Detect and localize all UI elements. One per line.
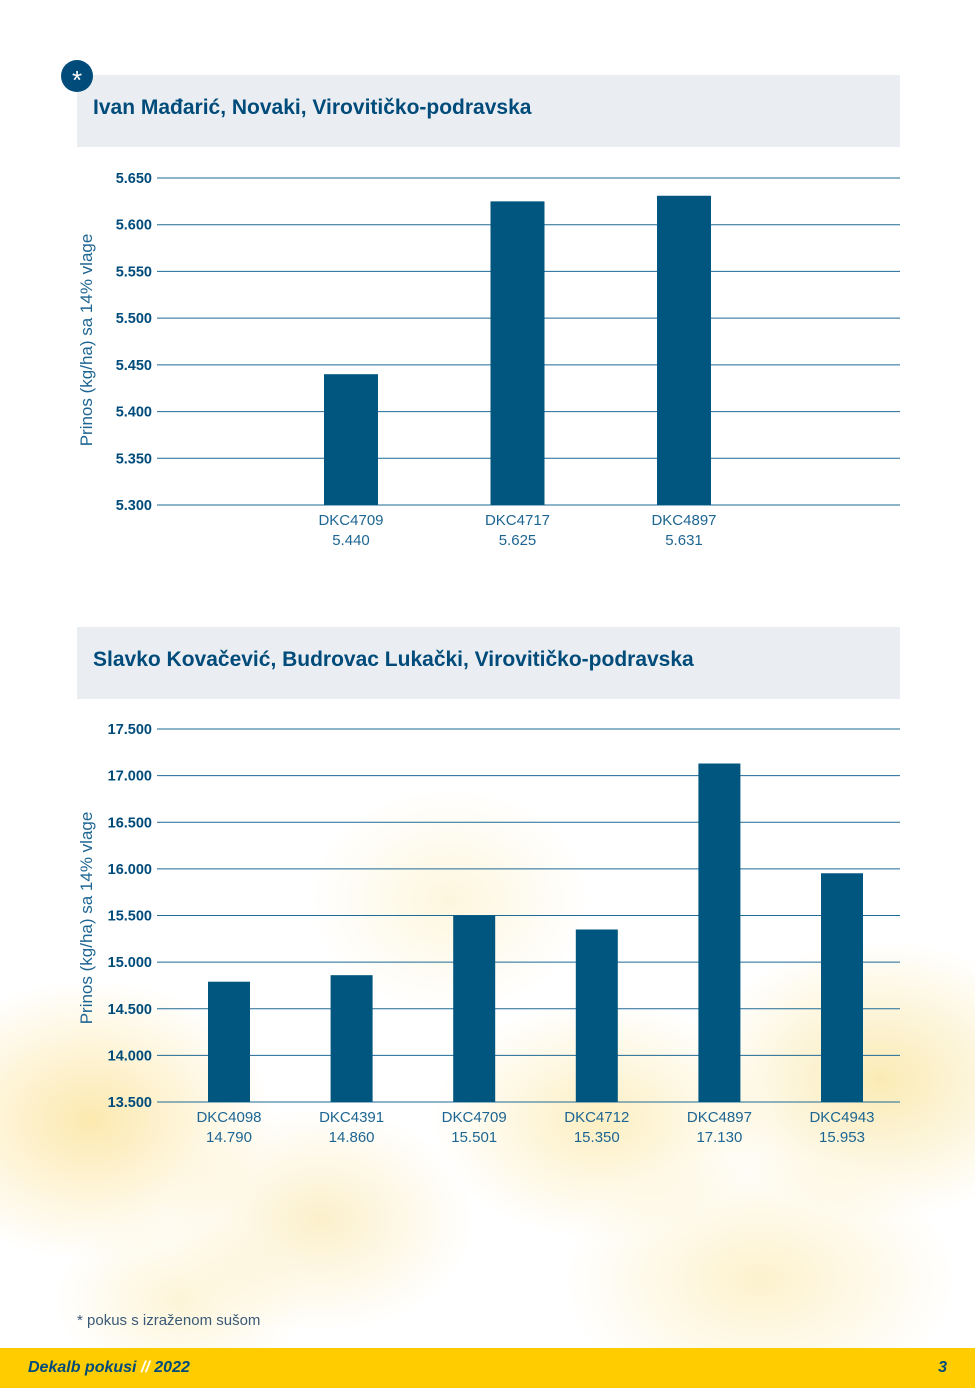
bar-dkc4897	[657, 195, 711, 505]
footnote: * pokus s izraženom sušom	[77, 1312, 261, 1329]
y-tick-label: 5.450	[116, 358, 152, 374]
bar-dkc4717	[490, 201, 545, 505]
y-tick-label: 15.500	[108, 909, 152, 925]
chart1-y-axis-label: Prinos (kg/ha) sa 14% vlage	[77, 234, 96, 447]
x-value-label: 5.440	[332, 532, 370, 549]
page-number: 3	[938, 1359, 947, 1376]
chart2: Prinos (kg/ha) sa 14% vlage 17.500 17.000…	[77, 722, 900, 1146]
y-tick-label: 5.650	[116, 171, 152, 187]
bar-dkc4391	[330, 975, 373, 1102]
footer-year: 2022	[154, 1359, 190, 1376]
y-tick-label: 15.000	[108, 955, 152, 971]
x-value-label: 5.631	[665, 532, 703, 549]
chart1-title: Ivan Mađarić, Novaki, Virovitičko-podrav…	[93, 96, 532, 119]
y-tick-label: 5.550	[116, 264, 152, 280]
x-category-label: DKC4897	[651, 512, 716, 529]
x-category-label: DKC4709	[318, 512, 383, 529]
y-tick-label: 14.500	[108, 1002, 152, 1018]
y-tick-label: 5.600	[116, 218, 152, 234]
chart2-header: Slavko Kovačević, Budrovac Lukački, Viro…	[77, 627, 900, 699]
y-tick-label: 5.300	[116, 498, 152, 514]
chart1: Prinos (kg/ha) sa 14% vlage 5.650 5.600 5.…	[77, 171, 900, 549]
y-tick-label: 5.400	[116, 405, 152, 421]
x-category-label: DKC4709	[442, 1109, 507, 1126]
chart1-header: Ivan Mađarić, Novaki, Virovitičko-podrav…	[77, 75, 900, 147]
y-tick-label: 14.000	[108, 1048, 152, 1064]
x-value-label: 17.130	[696, 1129, 742, 1146]
bar-dkc4709	[324, 374, 378, 505]
x-value-label: 15.953	[819, 1129, 865, 1146]
x-category-label: DKC4391	[319, 1109, 384, 1126]
drought-badge: *	[61, 60, 93, 95]
x-value-label: 14.790	[206, 1129, 252, 1146]
y-tick-label: 17.000	[108, 769, 152, 785]
x-value-label: 15.350	[574, 1129, 620, 1146]
x-value-label: 14.860	[329, 1129, 375, 1146]
x-category-label: DKC4943	[809, 1109, 874, 1126]
bar-dkc4897	[698, 763, 741, 1102]
bar-dkc4943	[821, 873, 863, 1102]
y-tick-label: 16.500	[108, 815, 152, 831]
y-tick-label: 13.500	[108, 1095, 152, 1111]
x-category-label: DKC4712	[564, 1109, 629, 1126]
footer-bar: Dekalb pokusi // 2022 3	[0, 1348, 975, 1388]
y-tick-label: 17.500	[108, 722, 152, 738]
footer-separator: //	[140, 1359, 150, 1376]
x-value-label: 5.625	[499, 532, 537, 549]
y-tick-label: 16.000	[108, 862, 152, 878]
x-category-label: DKC4717	[485, 512, 550, 529]
x-category-label: DKC4098	[196, 1109, 261, 1126]
x-value-label: 15.501	[451, 1129, 497, 1146]
bar-dkc4712	[575, 929, 618, 1102]
y-tick-label: 5.500	[116, 311, 152, 327]
x-category-label: DKC4897	[687, 1109, 752, 1126]
footer-brand: Dekalb pokusi // 2022	[28, 1359, 190, 1376]
chart2-title: Slavko Kovačević, Budrovac Lukački, Viro…	[93, 648, 694, 671]
y-tick-label: 5.350	[116, 451, 152, 467]
chart2-y-axis-label: Prinos (kg/ha) sa 14% vlage	[77, 812, 96, 1025]
bar-dkc4098	[208, 981, 250, 1102]
bar-dkc4709	[453, 915, 496, 1102]
